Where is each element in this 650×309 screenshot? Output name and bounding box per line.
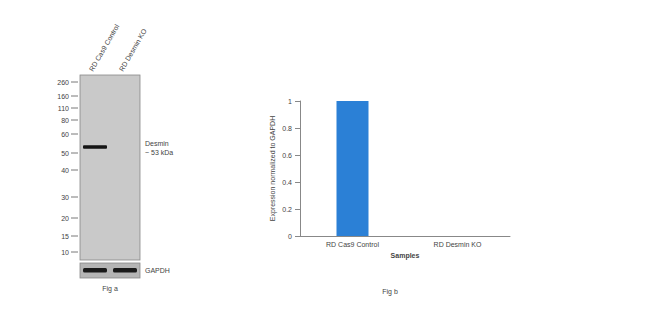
svg-text:1: 1: [288, 98, 292, 105]
svg-text:GAPDH: GAPDH: [145, 267, 170, 274]
svg-text:60: 60: [61, 131, 69, 138]
svg-text:260: 260: [57, 79, 69, 86]
svg-text:RD Cas9 Control: RD Cas9 Control: [326, 241, 379, 248]
svg-text:50: 50: [61, 150, 69, 157]
svg-text:0.8: 0.8: [282, 125, 292, 132]
svg-text:110: 110: [58, 105, 69, 112]
svg-text:Expression normalized to GAPDH: Expression normalized to GAPDH: [269, 116, 277, 221]
svg-text:Desmin: Desmin: [145, 140, 169, 147]
svg-text:0.6: 0.6: [282, 152, 292, 159]
svg-text:40: 40: [61, 167, 69, 174]
svg-text:RD Desmin KO: RD Desmin KO: [434, 241, 482, 248]
svg-text:80: 80: [61, 117, 69, 124]
svg-text:15: 15: [61, 233, 69, 240]
svg-text:30: 30: [61, 194, 69, 201]
svg-text:10: 10: [61, 249, 69, 256]
svg-text:0.4: 0.4: [282, 179, 292, 186]
svg-text:Samples: Samples: [391, 252, 420, 260]
svg-text:0.2: 0.2: [282, 206, 292, 213]
svg-text:0: 0: [288, 233, 292, 240]
svg-text:~ 53 kDa: ~ 53 kDa: [145, 149, 173, 156]
svg-text:20: 20: [61, 215, 69, 222]
svg-text:160: 160: [57, 93, 69, 100]
svg-text:Fig b: Fig b: [382, 288, 398, 296]
svg-text:RD Cas9 Control: RD Cas9 Control: [88, 23, 121, 73]
svg-text:Fig a: Fig a: [102, 285, 118, 293]
svg-text:RD Desmin KO: RD Desmin KO: [118, 27, 148, 72]
